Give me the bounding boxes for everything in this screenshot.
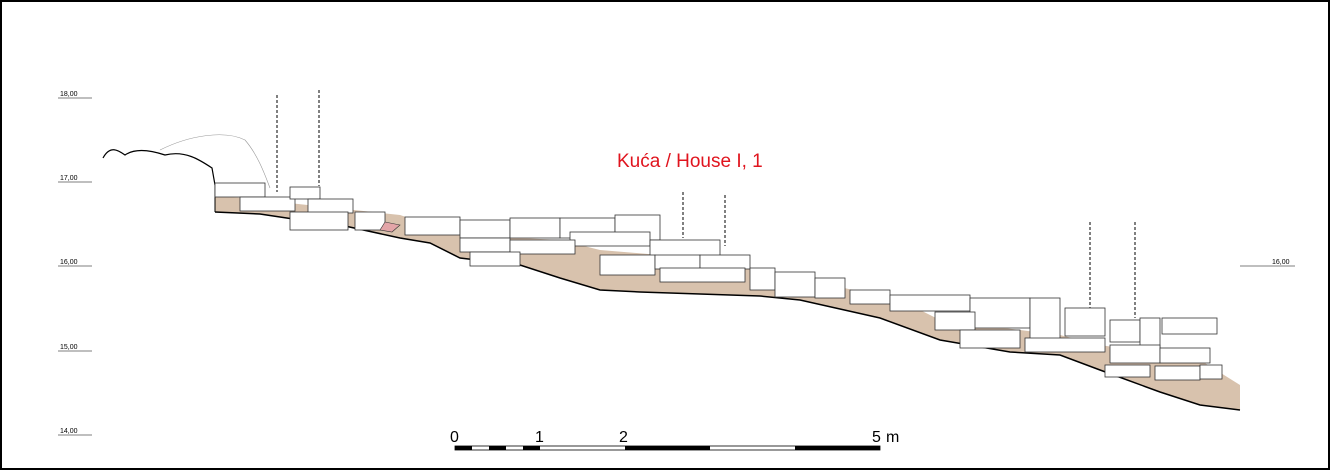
elevation-label: 16,00 — [60, 259, 78, 266]
scale-label: 5 — [872, 429, 881, 446]
scale-unit: m — [886, 429, 899, 446]
elevation-label: 16,00 — [1272, 259, 1290, 266]
elevation-label: 17,00 — [60, 175, 78, 182]
elevation-label: 14,00 — [60, 428, 78, 435]
scale-label: 2 — [619, 429, 628, 446]
scale-label: 0 — [450, 429, 459, 446]
frame — [1, 1, 1329, 469]
scale-label: 1 — [535, 429, 544, 446]
elevation-label: 15,00 — [60, 344, 78, 351]
section-drawing: 18,00 17,00 16,00 15,00 14,00 16,00 Kuća… — [0, 0, 1330, 470]
elevation-label: 18,00 — [60, 91, 78, 98]
title: Kuća / House I, 1 — [617, 151, 763, 172]
